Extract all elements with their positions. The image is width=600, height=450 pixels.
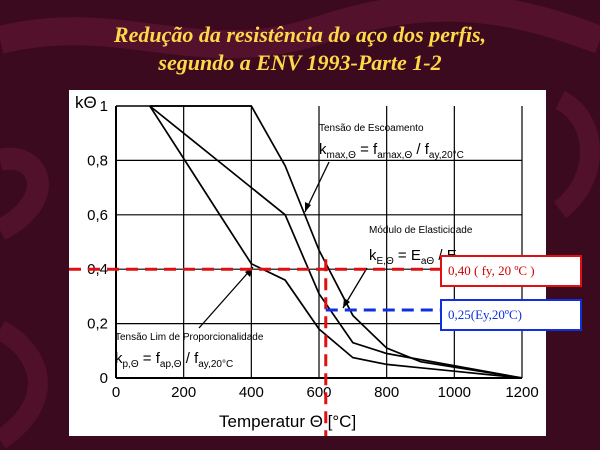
- x-tick-label-0: 0: [112, 384, 120, 401]
- y-tick-label-4: 0,8: [87, 152, 108, 169]
- formula-proportional: kp,Θ = fap,Θ / fay,20°C: [115, 350, 233, 370]
- slide-title-line2: segundo a ENV 1993-Parte 1-2: [158, 50, 442, 75]
- y-axis-label: kΘ: [75, 93, 97, 112]
- series-line-0: [149, 105, 523, 379]
- x-tick-label-1: 200: [171, 384, 196, 401]
- slide-title-line1: Redução da resistência do aço dos perfis…: [113, 22, 487, 47]
- y-tick-label-5: 1: [100, 98, 108, 115]
- series-label-proportional: Tensão Lim de Proporcionalidade: [115, 332, 264, 343]
- series-label-yield: Tensão de Escoamento: [319, 123, 424, 134]
- callout-elastic-025: 0,25(Ey,20ºC): [440, 299, 582, 331]
- x-tick-label-3: 600: [306, 384, 331, 401]
- y-tick-label-1: 0,2: [87, 316, 108, 333]
- pointer-arrow-yield: [304, 161, 330, 213]
- pointer-arrowhead-elastic: [343, 298, 350, 308]
- y-tick-label-0: 0: [100, 370, 108, 387]
- pointer-arrowhead-yield: [305, 202, 311, 212]
- x-axis-label: Temperatur Θ [°C]: [219, 412, 356, 431]
- callout-yield-040: 0,40 ( fy, 20 ºC ): [440, 255, 582, 287]
- x-tick-label-4: 800: [374, 384, 399, 401]
- x-tick-label-5: 1000: [438, 384, 471, 401]
- series-line-2: [149, 105, 523, 379]
- pointer-arrow-proportional: [198, 266, 254, 329]
- x-tick-label-6: 1200: [505, 384, 538, 401]
- y-tick-label-3: 0,6: [87, 207, 108, 224]
- x-tick-label-2: 400: [239, 384, 264, 401]
- series-line-1: [149, 105, 523, 379]
- series-label-elastic: Módulo de Elasticidade: [369, 225, 473, 236]
- formula-yield: kmax,Θ = famax,Θ / fay,20°C: [319, 141, 464, 161]
